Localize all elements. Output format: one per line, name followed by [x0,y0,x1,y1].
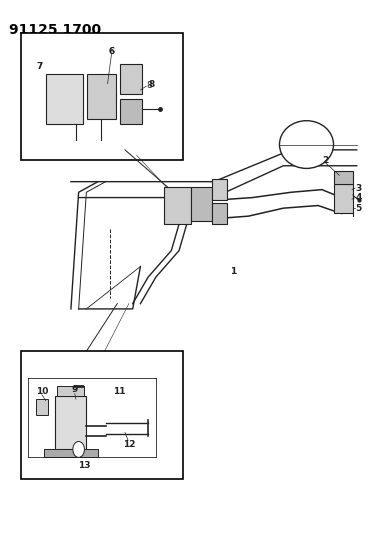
Text: 5: 5 [356,204,362,213]
Text: 8: 8 [146,80,152,90]
Ellipse shape [279,120,333,168]
Text: 4: 4 [356,193,362,202]
Bar [87,74,116,119]
Text: 91125 1700: 91125 1700 [9,22,101,37]
Text: 6: 6 [109,47,114,56]
Text: 6: 6 [109,47,115,56]
Bar [164,187,191,224]
Text: 11: 11 [113,386,125,395]
Text: 7: 7 [36,62,42,70]
Text: 1: 1 [230,268,236,276]
Bar [333,171,353,184]
Bar [56,397,86,449]
Bar [333,184,353,214]
Text: 10: 10 [36,386,48,395]
Bar [212,179,227,200]
Bar [120,64,142,94]
Text: 12: 12 [123,440,135,449]
Bar [120,99,142,124]
Text: 13: 13 [78,461,91,470]
Text: 2: 2 [323,156,329,165]
Text: 8: 8 [149,80,155,89]
Bar [36,399,48,415]
Text: 9: 9 [72,385,78,394]
Circle shape [73,441,84,457]
Bar [21,351,183,479]
Bar [191,187,212,221]
Text: 7: 7 [36,62,42,70]
Text: 3: 3 [356,183,362,192]
Bar [44,449,98,457]
Bar [21,33,183,160]
Bar [212,203,227,224]
Bar [58,386,84,397]
Bar [46,74,83,124]
